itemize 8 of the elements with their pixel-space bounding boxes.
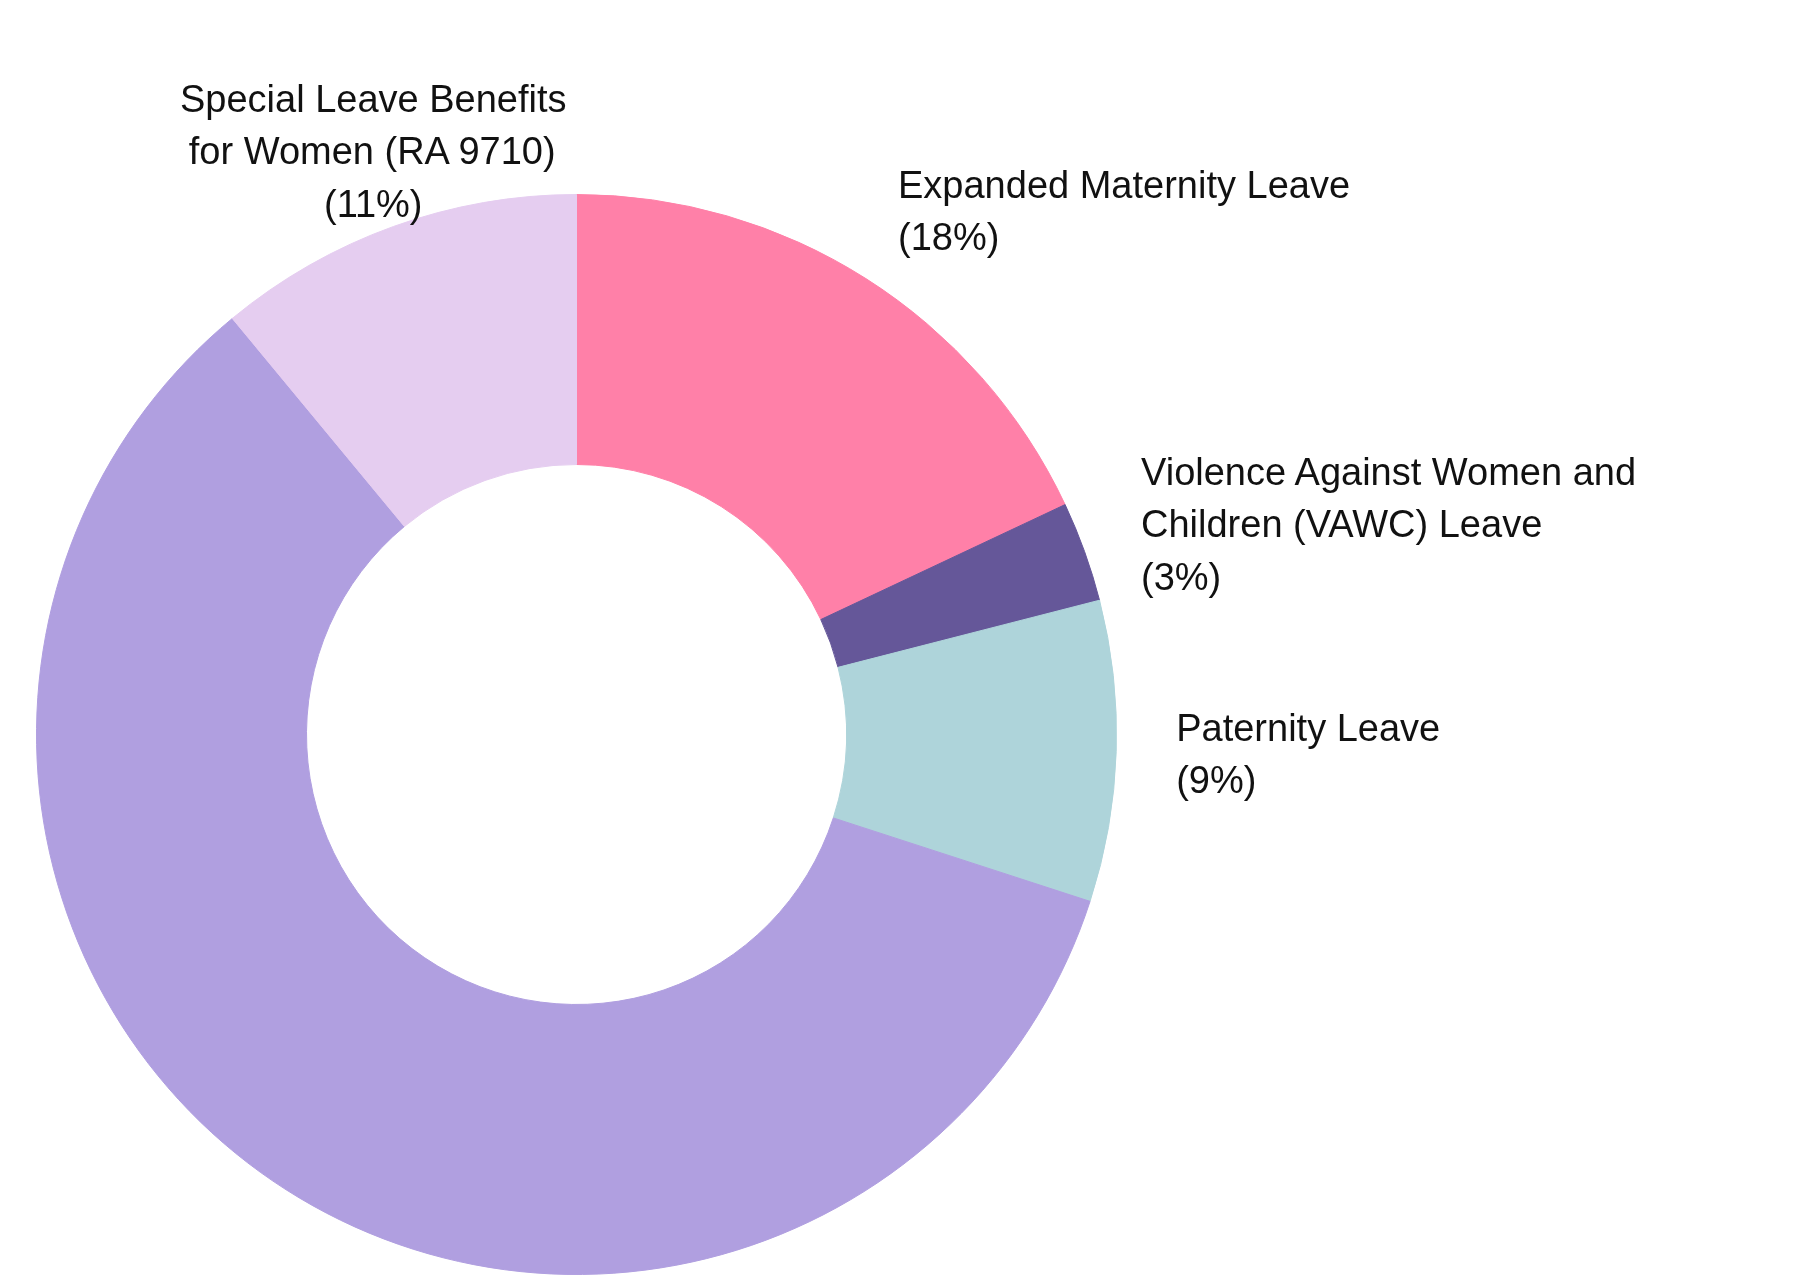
data-label: (3%) (1141, 555, 1222, 598)
data-label: (9%) (1176, 759, 1257, 802)
slice-label: Special Leave Benefits for Women (RA 9710) (179, 77, 567, 173)
data-label: (18%) (898, 216, 1000, 259)
data-label: (11%) (323, 182, 423, 225)
slice-label: Violence Against Women and Children (VAWC) Leave (1141, 450, 1637, 546)
slice-label: Expanded Maternity Leave (898, 163, 1351, 206)
slice-label: Paternity Leave (1176, 706, 1441, 749)
